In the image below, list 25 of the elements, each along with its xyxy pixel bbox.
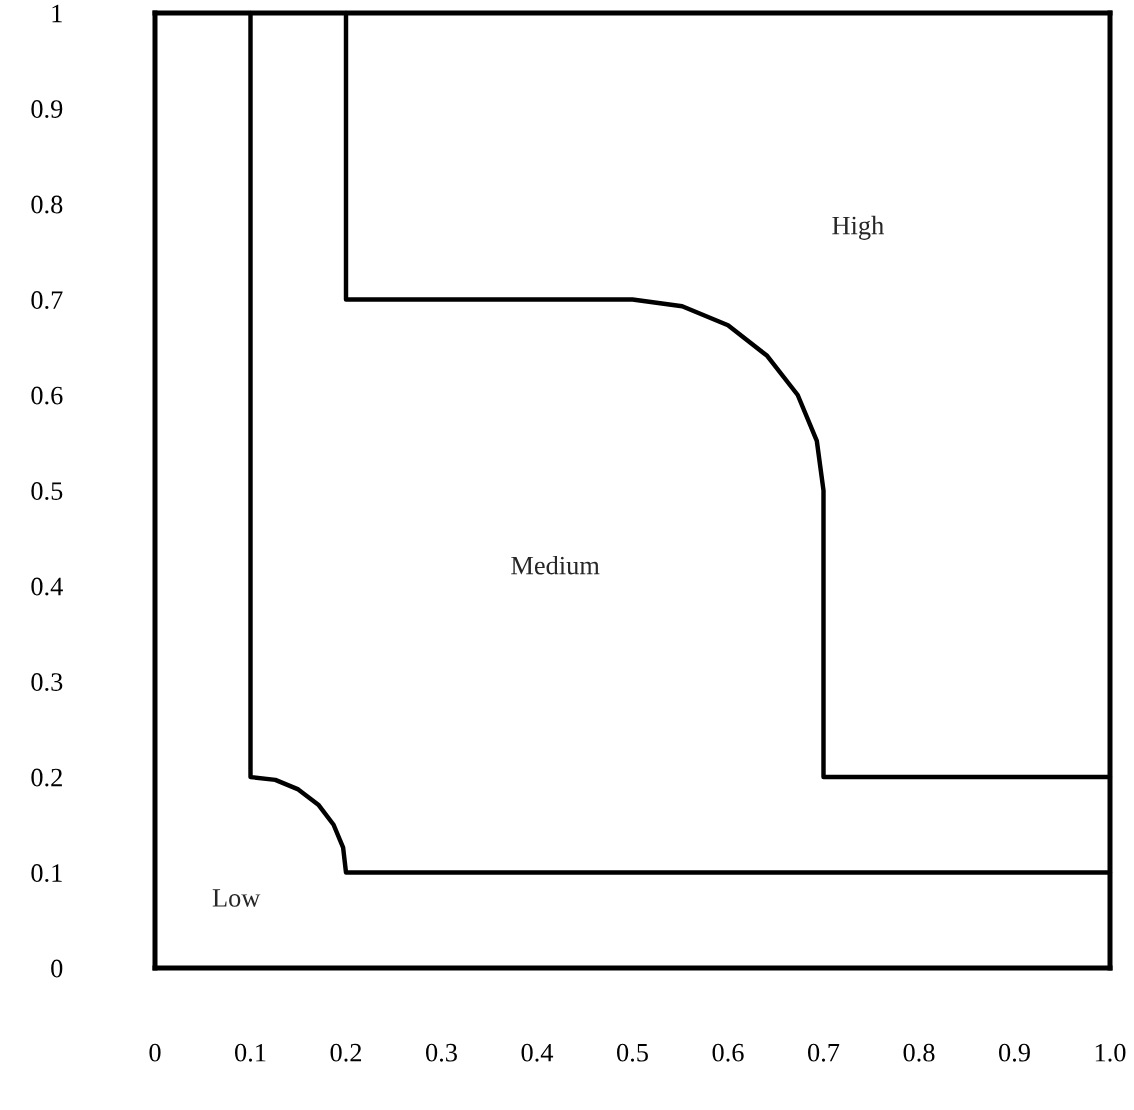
x-tick-label: 0 <box>149 1043 161 1062</box>
y-tick-label: 1 <box>52 4 62 23</box>
annotation: High <box>832 215 884 240</box>
x-tick-label: 0.5 <box>617 1043 648 1062</box>
x-tick-label: 0.2 <box>330 1043 362 1062</box>
annotation: Low <box>212 889 261 907</box>
y-tick-label: 0.1 <box>31 864 62 883</box>
x-tick-label: 0.6 <box>712 1043 744 1062</box>
x-tick-label: 0.7 <box>808 1043 840 1062</box>
y-tick-label: 0.9 <box>31 100 63 119</box>
y-tick-label: 0.3 <box>31 673 63 692</box>
y-tick-label: 0.4 <box>31 577 63 596</box>
x-tick-label: 0.9 <box>999 1043 1030 1062</box>
y-tick-label: 0 <box>51 959 63 978</box>
x-tick-label: 0.3 <box>426 1043 457 1062</box>
annotation: Medium <box>511 555 600 575</box>
x-tick-label: 0.4 <box>521 1043 554 1062</box>
y-tick-label: 0.6 <box>31 386 63 405</box>
y-tick-label: 0.2 <box>31 768 62 787</box>
x-tick-label: 0.8 <box>903 1043 935 1062</box>
x-tick-label: 0.1 <box>235 1043 266 1062</box>
x-tick-label: 1.0 <box>1095 1043 1126 1062</box>
y-tick-label: 0.8 <box>31 195 63 214</box>
y-tick-label: 0.7 <box>31 291 63 310</box>
y-tick-label: 0.5 <box>31 482 63 501</box>
